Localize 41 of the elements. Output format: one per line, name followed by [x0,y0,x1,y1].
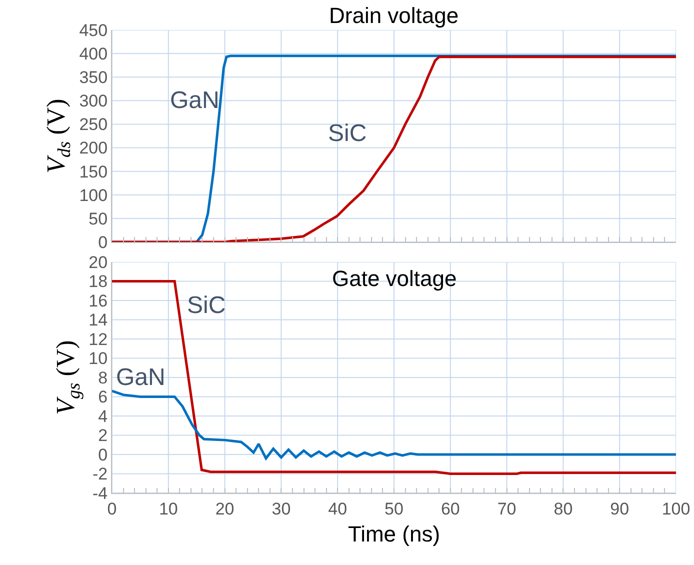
y-tick-label: 2 [98,426,108,446]
y-tick-label: 300 [79,92,108,111]
x-tick-label: 40 [328,499,348,518]
y-tick-label: 200 [79,138,108,158]
y-tick-label: 20 [88,252,108,272]
x-tick-label: 50 [384,499,404,518]
series-label: GaN [116,364,166,391]
y-tick-label: 400 [79,44,108,64]
chart-title: Gate voltage [332,266,457,291]
y-tick-label: 16 [88,291,108,310]
series-label: SiC [187,292,226,319]
y-tick-label: -4 [92,484,108,503]
y-tick-label: 10 [88,349,108,368]
y-tick-label: 350 [79,68,108,88]
y-tick-label: -2 [92,464,108,484]
y-tick-label: 8 [98,368,108,388]
y-tick-label: 6 [98,388,108,407]
x-tick-label: 90 [610,499,630,518]
x-tick-label: 70 [497,499,516,518]
x-axis-title: Time (ns) [348,521,440,546]
chart-title: Drain voltage [329,3,459,28]
y-tick-label: 14 [88,310,108,330]
y-tick-label: 0 [98,232,108,252]
series-label: SiC [328,120,367,147]
y-tick-label: 100 [79,186,108,205]
y-tick-label: 50 [88,209,108,228]
y-tick-label: 18 [88,272,108,292]
x-tick-label: 20 [215,499,234,518]
y-tick-label: 250 [79,115,108,134]
x-tick-label: 30 [272,499,291,518]
series-label: GaN [170,87,220,114]
y-tick-label: 150 [79,162,108,182]
x-tick-label: 60 [440,499,460,518]
x-tick-label: 80 [554,499,573,518]
x-tick-label: 10 [158,499,178,518]
y-tick-label: 0 [98,445,108,464]
x-tick-label: 100 [662,499,690,518]
line-series [112,390,676,460]
y-tick-label: 450 [79,20,108,40]
y-tick-label: 12 [88,330,108,349]
y-tick-label: 4 [98,406,108,426]
